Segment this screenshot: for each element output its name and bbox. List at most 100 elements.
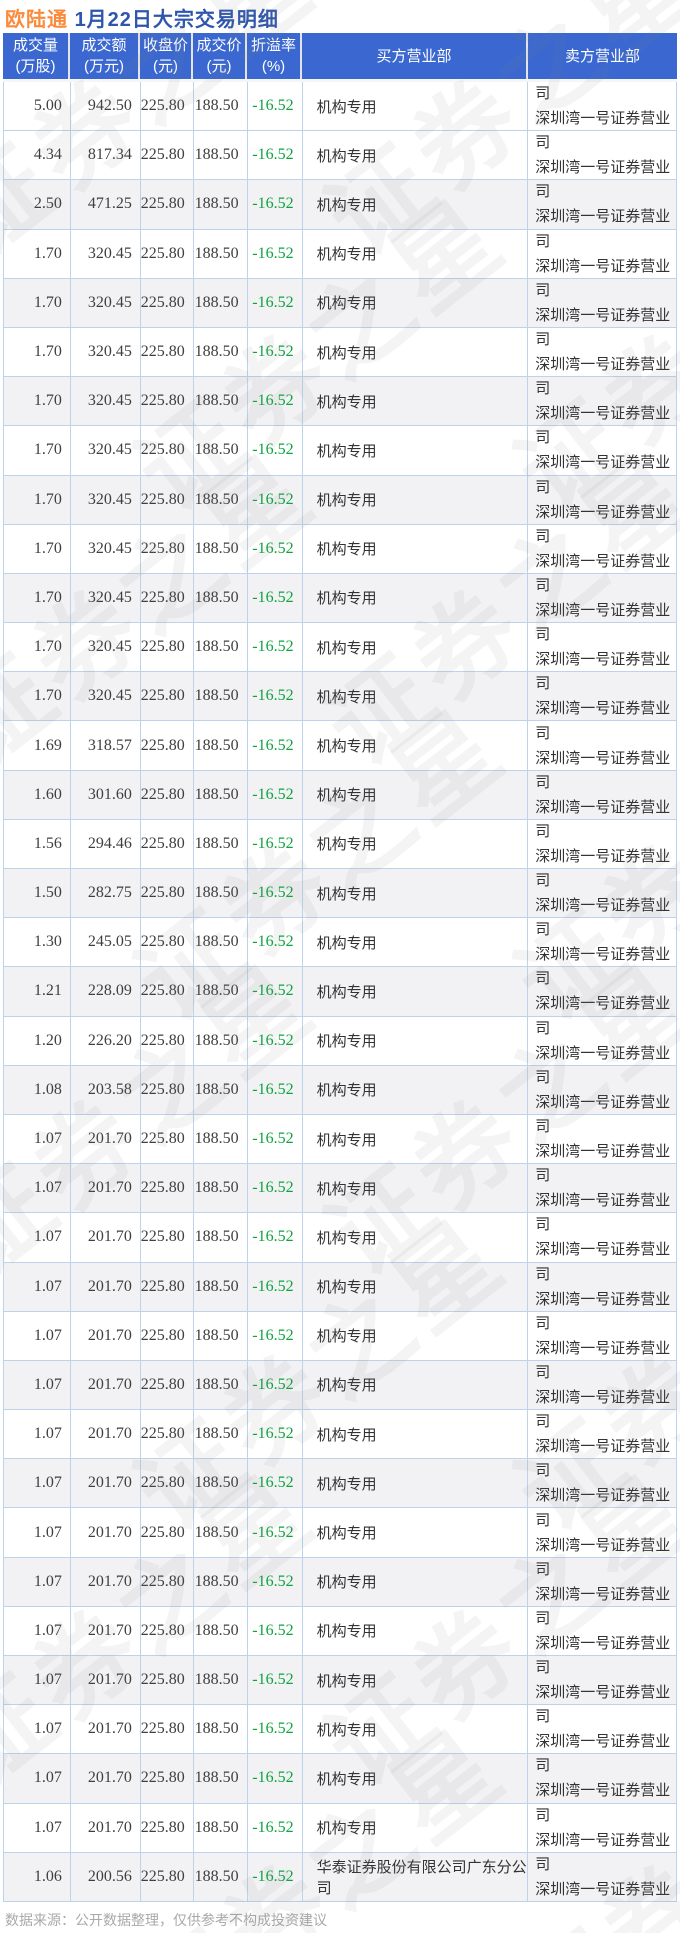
- cell-close-price: 225.80: [141, 918, 194, 967]
- cell-seller-line: 国金证券股份有限公司: [535, 1855, 551, 1873]
- cell-seller: 国金证券股份有限公司深圳湾一号证券营业部: [528, 1803, 677, 1852]
- cell-seller: 国金证券股份有限公司深圳湾一号证券营业部: [528, 721, 677, 770]
- cell-close-price: 225.80: [141, 180, 194, 229]
- cell-seller-line: 深圳湾一号证券营业部: [535, 1241, 671, 1259]
- cell-seller-line: 国金证券股份有限公司: [535, 1806, 551, 1824]
- cell-seller-line: 深圳湾一号证券营业部: [535, 1339, 671, 1357]
- cell-close-price: 225.80: [141, 1459, 194, 1508]
- cell-buyer: 机构专用: [303, 1262, 529, 1311]
- cell-seller-line: 深圳湾一号证券营业部: [535, 1880, 671, 1898]
- table-row: 1.07201.70225.80188.50-16.52机构专用国金证券股份有限…: [3, 1164, 677, 1214]
- cell-premium-rate: -16.52: [248, 1508, 303, 1557]
- table-row: 1.07201.70225.80188.50-16.52机构专用国金证券股份有限…: [3, 1262, 677, 1312]
- cell-seller-line: 国金证券股份有限公司: [535, 675, 551, 693]
- cell-amount: 245.05: [71, 918, 141, 967]
- table-row: 1.07201.70225.80188.50-16.52机构专用国金证券股份有限…: [3, 1410, 677, 1460]
- cell-trade-price: 188.50: [194, 1262, 248, 1311]
- cell-seller-line: 深圳湾一号证券营业部: [535, 847, 671, 865]
- cell-buyer: 机构专用: [303, 229, 529, 278]
- cell-seller-line: 国金证券股份有限公司: [535, 773, 551, 791]
- cell-seller-line: 国金证券股份有限公司: [535, 1314, 551, 1332]
- title-text-inner: 1月22日大宗交易明细: [74, 9, 279, 31]
- cell-buyer: 机构专用: [303, 1410, 529, 1459]
- cell-amount: 201.70: [71, 1311, 141, 1360]
- col-header-volume: 成交量 (万股): [3, 33, 70, 79]
- table-row: 1.70320.45225.80188.50-16.52机构专用国金证券股份有限…: [3, 475, 677, 525]
- col-header-label: 成交额: [81, 37, 127, 54]
- cell-buyer: 机构专用: [303, 180, 529, 229]
- cell-seller-line: 国金证券股份有限公司: [535, 183, 551, 201]
- cell-close-price: 225.80: [141, 1705, 194, 1754]
- cell-seller: 国金证券股份有限公司深圳湾一号证券营业部: [528, 1262, 677, 1311]
- cell-trade-price: 188.50: [194, 1164, 248, 1213]
- cell-amount: 201.70: [71, 1557, 141, 1606]
- cell-buyer: 机构专用: [303, 1459, 529, 1508]
- cell-buyer: 机构专用: [303, 918, 529, 967]
- table-row: 1.70320.45225.80188.50-16.52机构专用国金证券股份有限…: [3, 426, 677, 476]
- cell-buyer: 机构专用: [303, 475, 529, 524]
- cell-seller: 国金证券股份有限公司深圳湾一号证券营业部: [528, 1705, 677, 1754]
- cell-premium-rate: -16.52: [248, 918, 303, 967]
- cell-amount: 201.70: [71, 1705, 141, 1754]
- cell-seller: 国金证券股份有限公司深圳湾一号证券营业部: [528, 180, 677, 229]
- cell-seller-line: 国金证券股份有限公司: [535, 232, 551, 250]
- cell-seller-line: 国金证券股份有限公司: [535, 527, 551, 545]
- table-row: 4.34817.34225.80188.50-16.52机构专用国金证券股份有限…: [3, 131, 677, 181]
- cell-premium-rate: -16.52: [248, 1311, 303, 1360]
- cell-seller-line: 国金证券股份有限公司: [535, 1265, 551, 1283]
- cell-buyer: 机构专用: [303, 1311, 529, 1360]
- cell-seller-line: 深圳湾一号证券营业部: [535, 454, 671, 472]
- cell-seller-line: 深圳湾一号证券营业部: [535, 208, 671, 226]
- cell-volume: 1.70: [4, 278, 71, 327]
- table-row: 1.07201.70225.80188.50-16.52机构专用国金证券股份有限…: [3, 1114, 677, 1165]
- cell-premium-rate: -16.52: [248, 377, 303, 426]
- cell-close-price: 225.80: [141, 1213, 194, 1262]
- cell-premium-rate: -16.52: [248, 1065, 303, 1114]
- cell-amount: 320.45: [71, 426, 141, 475]
- cell-buyer: 机构专用: [303, 426, 529, 475]
- cell-trade-price: 188.50: [194, 721, 248, 770]
- table-row: 1.07201.70225.80188.50-16.52机构专用国金证券股份有限…: [3, 1459, 677, 1509]
- cell-seller-line: 国金证券股份有限公司: [535, 1708, 551, 1726]
- cell-volume: 1.60: [4, 770, 71, 819]
- cell-premium-rate: -16.52: [248, 426, 303, 475]
- cell-premium-rate: -16.52: [248, 967, 303, 1016]
- cell-volume: 1.21: [4, 967, 71, 1016]
- cell-trade-price: 188.50: [194, 1360, 248, 1410]
- cell-volume: 1.07: [4, 1606, 71, 1655]
- cell-close-price: 225.80: [141, 377, 194, 426]
- cell-seller-line: 国金证券股份有限公司: [535, 724, 551, 742]
- cell-premium-rate: -16.52: [248, 278, 303, 327]
- table-row: 1.30245.05225.80188.50-16.52机构专用国金证券股份有限…: [3, 918, 677, 968]
- cell-buyer: 机构专用: [303, 1065, 529, 1114]
- table-header-row: 成交量 (万股) 成交额 (万元) 收盘价 (元) 成交价 (元) 折溢率 (%…: [3, 33, 677, 82]
- cell-trade-price: 188.50: [194, 623, 248, 672]
- cell-trade-price: 188.50: [194, 278, 248, 327]
- cell-buyer: 机构专用: [303, 1213, 529, 1262]
- cell-seller-line: 深圳湾一号证券营业部: [535, 1536, 671, 1554]
- cell-seller: 国金证券股份有限公司深圳湾一号证券营业部: [528, 278, 677, 327]
- cell-buyer: 机构专用: [303, 1705, 529, 1754]
- cell-amount: 320.45: [71, 229, 141, 278]
- cell-seller: 国金证券股份有限公司深圳湾一号证券营业部: [528, 327, 677, 377]
- cell-seller-line: 深圳湾一号证券营业部: [535, 552, 671, 570]
- cell-close-price: 225.80: [141, 1262, 194, 1311]
- table-body: 5.00942.50225.80188.50-16.52机构专用国金证券股份有限…: [3, 82, 677, 1902]
- cell-seller-line: 深圳湾一号证券营业部: [535, 503, 671, 521]
- col-header-seller: 卖方营业部: [528, 33, 677, 79]
- cell-seller-line: 国金证券股份有限公司: [535, 429, 551, 447]
- cell-amount: 320.45: [71, 327, 141, 377]
- table-row: 1.60301.60225.80188.50-16.52机构专用国金证券股份有限…: [3, 770, 677, 820]
- cell-buyer: 机构专用: [303, 1164, 529, 1213]
- col-header-label: 买方营业部: [376, 47, 452, 65]
- cell-volume: 4.34: [4, 131, 71, 180]
- cell-amount: 201.70: [71, 1164, 141, 1213]
- cell-volume: 1.07: [4, 1360, 71, 1410]
- cell-buyer: 机构专用: [303, 819, 529, 868]
- cell-volume: 1.07: [4, 1557, 71, 1606]
- cell-seller-line: 国金证券股份有限公司: [535, 626, 551, 644]
- cell-amount: 320.45: [71, 524, 141, 573]
- data-source-note: 数据来源：公开数据整理，仅供参考不构成投资建议: [5, 1912, 327, 1928]
- col-header-premium-rate: 折溢率 (%): [247, 33, 302, 79]
- cell-seller-line: 深圳湾一号证券营业部: [535, 1733, 671, 1751]
